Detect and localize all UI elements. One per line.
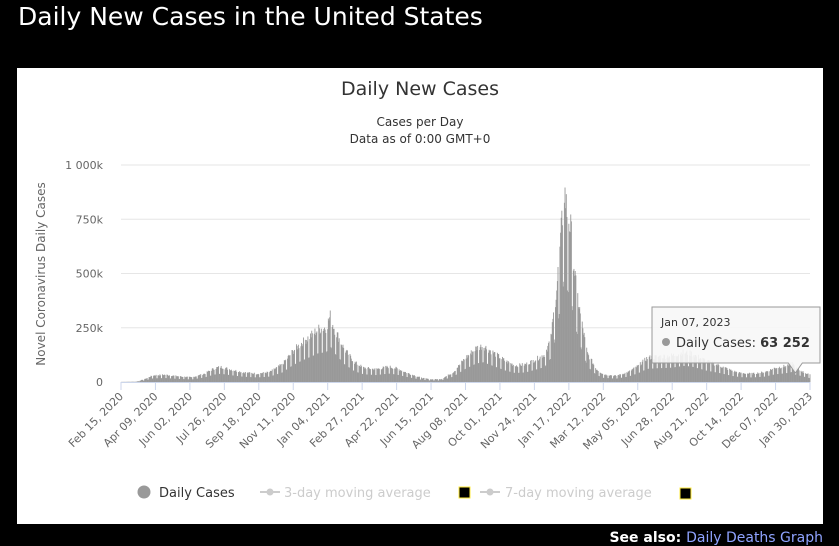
chart-subtitle-line-1: Cases per Day xyxy=(377,115,464,129)
tooltip-marker xyxy=(662,338,670,346)
legend-label: 7-day moving average xyxy=(505,486,652,501)
y-tick-label: 250k xyxy=(76,322,104,335)
legend-label: 3-day moving average xyxy=(284,486,431,501)
legend-item-7-day-average[interactable]: 7-day moving average xyxy=(480,486,652,501)
tooltip-label: Daily Cases: xyxy=(676,336,756,351)
y-tick-label: 1 000k xyxy=(65,159,103,172)
legend: Daily Cases 3-day moving average 7-day mov… xyxy=(138,486,692,502)
page-title: Daily New Cases in the United States xyxy=(18,2,483,31)
tooltip-date: Jan 07, 2023 xyxy=(660,316,730,329)
tooltip: Jan 07, 2023 Daily Cases: 63 252 xyxy=(652,307,820,373)
legend-item-3-day-average[interactable]: 3-day moving average xyxy=(260,486,431,501)
daily-cases-chart: Daily New Cases Cases per Day Data as of… xyxy=(17,68,823,524)
chart-subtitle-line-2: Data as of 0:00 GMT+0 xyxy=(350,132,491,146)
legend-marker-circle xyxy=(138,486,151,499)
legend-label: Daily Cases xyxy=(159,486,235,501)
tooltip-value: 63 252 xyxy=(760,336,810,351)
legend-marker-dot xyxy=(487,489,494,496)
legend-toggle-square[interactable] xyxy=(459,487,470,498)
daily-cases-bar xyxy=(810,374,811,382)
legend-marker-dot xyxy=(267,489,274,496)
chart-panel: Daily New Cases Cases per Day Data as of… xyxy=(17,68,823,524)
y-tick-label: 500k xyxy=(76,268,104,281)
legend-item-daily-cases[interactable]: Daily Cases xyxy=(138,486,235,502)
chart-title: Daily New Cases xyxy=(341,78,499,100)
y-tick-label: 750k xyxy=(76,213,104,226)
y-axis-title: Novel Coronavirus Daily Cases xyxy=(34,182,48,365)
y-tick-label: 0 xyxy=(96,376,103,389)
tooltip-value-line: Daily Cases: 63 252 xyxy=(676,336,810,351)
legend-toggle-square[interactable] xyxy=(680,488,691,499)
